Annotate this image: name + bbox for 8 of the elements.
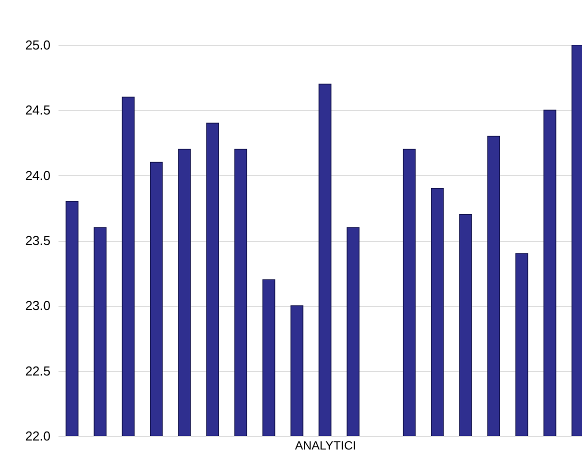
y-tick-label: 24.0 bbox=[25, 168, 50, 183]
y-tick-label: 22.5 bbox=[25, 363, 50, 378]
y-tick-label: 24.5 bbox=[25, 102, 50, 118]
y-tick-label: 25.0 bbox=[25, 38, 50, 52]
x-axis-title: ANALYTICI bbox=[294, 438, 356, 452]
y-tick-label: 22.0 bbox=[25, 428, 50, 444]
y-tick-label: 23.5 bbox=[25, 233, 50, 248]
y-tick-label: 23.0 bbox=[25, 298, 50, 314]
